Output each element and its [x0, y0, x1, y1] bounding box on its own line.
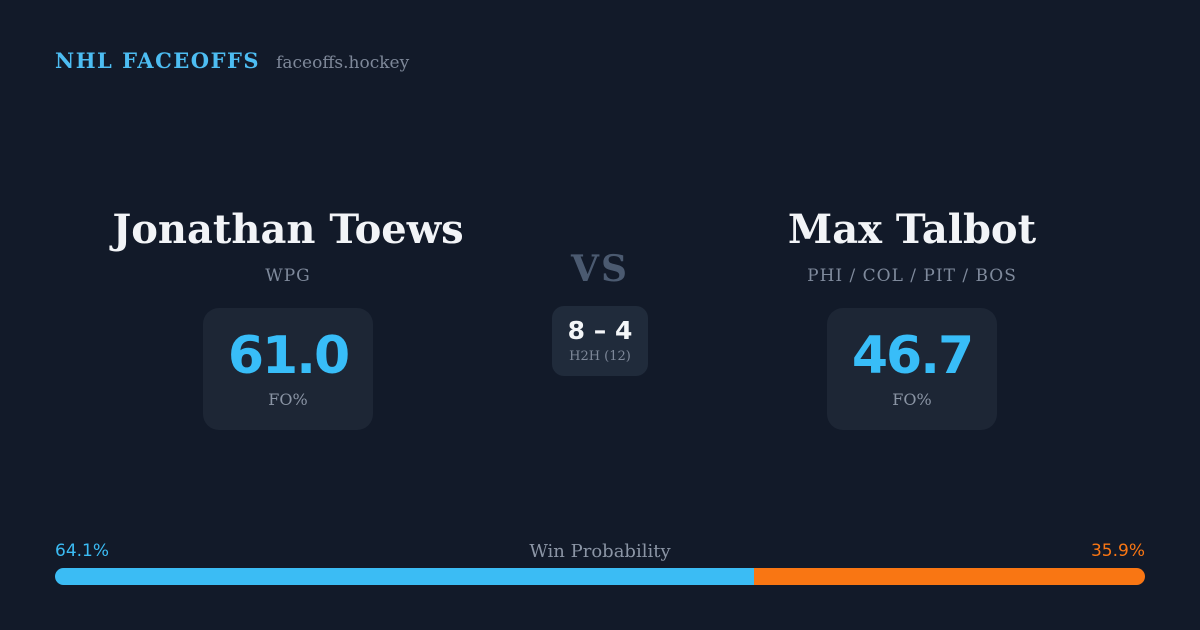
header: NHL FACEOFFS faceoffs.hockey — [55, 48, 409, 73]
right-stat-label: FO% — [892, 389, 932, 409]
left-player-teams: WPG — [265, 266, 311, 286]
win-prob-left-pct: 64.1% — [55, 541, 110, 561]
win-prob-title: Win Probability — [529, 541, 671, 562]
left-player-panel: Jonathan Toews WPG 61.0 FO% — [88, 208, 488, 430]
win-prob-right-fill — [753, 568, 1145, 585]
left-player-name: Jonathan Toews — [112, 206, 464, 253]
right-player-panel: Max Talbot PHI / COL / PIT / BOS 46.7 FO… — [712, 208, 1112, 430]
right-stat-value: 46.7 — [851, 325, 974, 386]
h2h-label: H2H (12) — [569, 349, 631, 364]
win-prob-left-fill — [55, 568, 754, 585]
vs-label: VS — [571, 248, 629, 290]
win-probability-labels: 64.1% Win Probability 35.9% — [55, 541, 1145, 563]
left-stat-value: 61.0 — [227, 325, 350, 386]
center-column: VS 8 – 4 H2H (12) — [500, 248, 700, 376]
win-probability-bar — [55, 568, 1145, 585]
right-player-name: Max Talbot — [787, 206, 1037, 253]
site-url: faceoffs.hockey — [276, 53, 410, 73]
h2h-score: 8 – 4 — [567, 316, 633, 345]
left-stat-box: 61.0 FO% — [203, 308, 373, 430]
win-prob-right-pct: 35.9% — [1090, 541, 1145, 561]
left-stat-label: FO% — [268, 389, 308, 409]
h2h-box: 8 – 4 H2H (12) — [552, 306, 648, 376]
right-player-teams: PHI / COL / PIT / BOS — [807, 266, 1017, 286]
right-stat-box: 46.7 FO% — [827, 308, 997, 430]
brand-title: NHL FACEOFFS — [55, 48, 261, 73]
